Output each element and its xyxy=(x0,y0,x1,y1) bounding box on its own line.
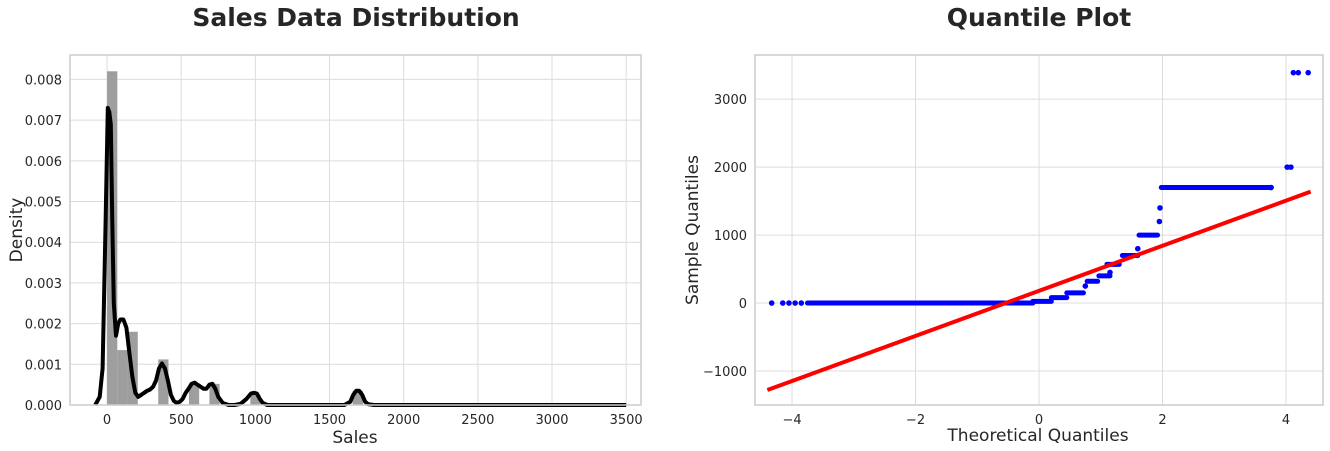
quantile-point xyxy=(1157,205,1163,211)
y-tick-label: −1000 xyxy=(703,365,747,380)
y-axis-label: Sample Quantiles xyxy=(683,155,703,305)
quantile-point xyxy=(1290,69,1297,76)
x-tick-label: −2 xyxy=(906,413,925,428)
quantile-point xyxy=(1288,164,1294,170)
x-tick-label: 500 xyxy=(169,413,194,428)
quantile-chart: Quantile Plot −4 −2 0 2 4 −1000 0 1000 2000 3000… xyxy=(683,3,1324,446)
y-ticks: −1000 0 1000 2000 3000 xyxy=(703,93,747,380)
y-tick-label: 0.004 xyxy=(25,236,62,251)
kde-line xyxy=(93,105,627,407)
quantile-point xyxy=(768,300,775,306)
y-tick-label: 0.000 xyxy=(25,399,62,414)
grid xyxy=(755,55,1323,405)
quantile-point xyxy=(1082,283,1089,289)
y-tick-label: 0.006 xyxy=(25,155,62,170)
quantile-point xyxy=(1134,245,1141,252)
x-tick-label: 0 xyxy=(1035,413,1043,428)
quantile-points xyxy=(768,69,1311,306)
quantile-point xyxy=(1156,218,1163,225)
x-tick-label: 2000 xyxy=(387,413,420,428)
histogram-bar xyxy=(352,390,363,405)
x-tick-label: 2500 xyxy=(461,413,494,428)
quantile-point xyxy=(786,300,792,306)
y-tick-label: 0.003 xyxy=(25,277,62,292)
chart-title: Sales Data Distribution xyxy=(192,3,519,32)
y-tick-label: 0.002 xyxy=(25,318,62,333)
histogram-bar xyxy=(188,383,200,405)
x-tick-label: 3500 xyxy=(610,413,643,428)
fit-line xyxy=(766,189,1312,392)
y-ticks: 0.000 0.001 0.002 0.003 0.004 0.005 0.006 0.007… xyxy=(25,73,62,414)
x-tick-label: 0 xyxy=(103,413,111,428)
plot-frame xyxy=(754,54,1324,406)
quantile-point xyxy=(1107,269,1113,276)
histogram-bar xyxy=(117,350,128,405)
plot-frame xyxy=(69,54,642,406)
histogram-bar xyxy=(250,394,261,405)
histogram-bar xyxy=(158,359,169,405)
x-ticks: 0 500 1000 1500 2000 2500 3000 3500 xyxy=(103,413,643,428)
y-tick-label: 2000 xyxy=(714,161,747,176)
x-tick-label: 1500 xyxy=(313,413,346,428)
y-tick-label: 1000 xyxy=(714,229,747,244)
quantile-point xyxy=(1295,69,1302,76)
y-tick-label: 3000 xyxy=(714,93,747,108)
histogram-bars xyxy=(107,71,363,406)
y-tick-label: 0.008 xyxy=(25,73,62,88)
histogram-chart: Sales Data Distribution 0 500 1000 1500 2000… xyxy=(7,3,643,448)
x-tick-label: 2 xyxy=(1158,413,1166,428)
chart-title: Quantile Plot xyxy=(947,3,1132,32)
y-tick-label: 0.005 xyxy=(25,196,62,211)
y-tick-label: 0.007 xyxy=(25,114,62,129)
quantile-point xyxy=(798,300,805,306)
x-axis-label: Sales xyxy=(332,428,377,448)
quantile-point xyxy=(1305,69,1311,76)
x-ticks: −4 −2 0 2 4 xyxy=(782,413,1290,428)
x-tick-label: 4 xyxy=(1282,413,1290,428)
x-tick-label: 1000 xyxy=(239,413,272,428)
y-tick-label: 0.001 xyxy=(25,358,62,373)
x-tick-label: −4 xyxy=(782,413,801,428)
quantile-point xyxy=(779,300,786,306)
quantile-point xyxy=(792,300,798,306)
x-tick-label: 3000 xyxy=(535,413,568,428)
histogram-bar xyxy=(209,383,220,405)
grid xyxy=(70,55,641,406)
quantile-point xyxy=(1268,184,1274,191)
x-axis-label: Theoretical Quantiles xyxy=(946,426,1128,446)
quantile-points-dense xyxy=(804,185,1274,306)
y-axis-label: Density xyxy=(7,198,27,263)
y-tick-label: 0 xyxy=(739,297,747,312)
